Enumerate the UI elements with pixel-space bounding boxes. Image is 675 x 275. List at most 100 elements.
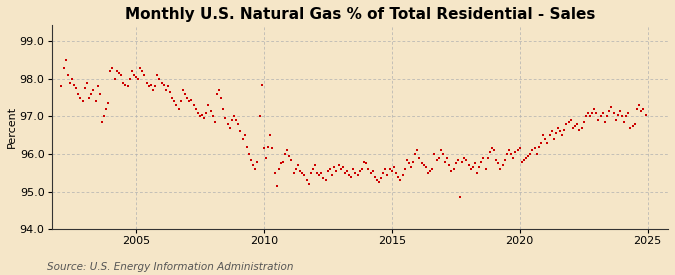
- Point: [111, 69, 122, 74]
- Point: [82, 81, 92, 85]
- Point: [508, 156, 518, 160]
- Point: [576, 126, 587, 130]
- Point: [308, 167, 319, 171]
- Point: [504, 148, 514, 152]
- Point: [261, 156, 271, 160]
- Point: [290, 167, 301, 171]
- Point: [358, 159, 369, 164]
- Point: [634, 103, 645, 108]
- Point: [335, 167, 346, 171]
- Point: [433, 156, 444, 160]
- Point: [190, 107, 201, 111]
- Point: [271, 184, 282, 188]
- Point: [124, 77, 135, 81]
- Point: [86, 92, 97, 96]
- Point: [218, 107, 229, 111]
- Point: [561, 122, 572, 126]
- Point: [444, 163, 455, 167]
- Point: [371, 178, 382, 183]
- Point: [156, 81, 167, 85]
- Point: [352, 172, 363, 177]
- Point: [435, 148, 446, 152]
- Point: [608, 111, 619, 115]
- Point: [277, 159, 288, 164]
- Point: [564, 120, 574, 124]
- Point: [470, 161, 481, 166]
- Point: [103, 101, 113, 106]
- Point: [397, 172, 408, 177]
- Point: [256, 82, 267, 87]
- Point: [629, 122, 640, 126]
- Point: [225, 126, 236, 130]
- Point: [431, 158, 442, 162]
- Point: [120, 82, 131, 87]
- Point: [418, 163, 429, 167]
- Point: [625, 126, 636, 130]
- Point: [122, 84, 133, 89]
- Point: [487, 146, 497, 151]
- Point: [410, 152, 421, 156]
- Point: [56, 84, 67, 89]
- Point: [529, 146, 540, 151]
- Point: [461, 158, 472, 162]
- Point: [429, 152, 440, 156]
- Point: [408, 159, 418, 164]
- Point: [254, 114, 265, 119]
- Point: [619, 120, 630, 124]
- Point: [203, 103, 214, 108]
- Point: [259, 146, 269, 151]
- Point: [480, 167, 491, 171]
- Point: [399, 167, 410, 171]
- Point: [137, 69, 148, 74]
- Point: [595, 114, 606, 119]
- Point: [614, 109, 625, 113]
- Point: [568, 126, 578, 130]
- Point: [414, 156, 425, 160]
- Point: [478, 156, 489, 160]
- Point: [325, 167, 335, 171]
- Point: [472, 170, 483, 175]
- Point: [62, 73, 73, 77]
- Point: [71, 86, 82, 90]
- Point: [192, 111, 203, 115]
- Point: [161, 88, 171, 92]
- Point: [60, 58, 71, 62]
- Point: [491, 158, 502, 162]
- Point: [485, 150, 495, 154]
- Point: [502, 152, 512, 156]
- Point: [514, 146, 525, 151]
- Point: [555, 129, 566, 134]
- Point: [173, 107, 184, 111]
- Point: [301, 178, 312, 183]
- Point: [465, 167, 476, 171]
- Point: [375, 176, 386, 181]
- Point: [442, 156, 453, 160]
- Point: [559, 127, 570, 132]
- Point: [640, 112, 651, 117]
- Point: [583, 111, 593, 115]
- Point: [416, 161, 427, 166]
- Point: [246, 158, 256, 162]
- Point: [163, 84, 173, 89]
- Point: [152, 73, 163, 77]
- Point: [540, 137, 551, 141]
- Point: [551, 131, 562, 136]
- Point: [627, 124, 638, 128]
- Point: [606, 105, 617, 109]
- Point: [132, 77, 143, 81]
- Point: [128, 73, 139, 77]
- Point: [199, 116, 210, 120]
- Point: [450, 161, 461, 166]
- Point: [342, 169, 352, 173]
- Point: [275, 161, 286, 166]
- Point: [165, 90, 176, 94]
- Point: [340, 170, 350, 175]
- Point: [58, 65, 69, 70]
- Point: [516, 159, 527, 164]
- Point: [459, 156, 470, 160]
- Point: [463, 163, 474, 167]
- Point: [578, 120, 589, 124]
- Point: [373, 180, 384, 184]
- Point: [282, 148, 293, 152]
- Point: [229, 114, 240, 119]
